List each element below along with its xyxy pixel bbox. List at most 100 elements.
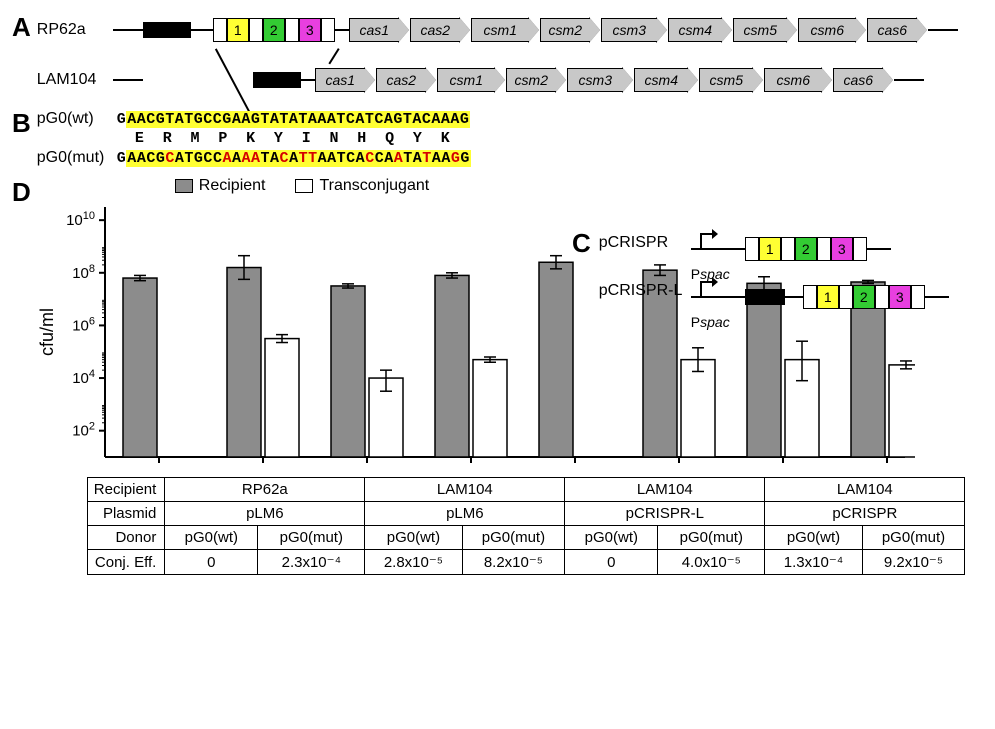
bar-transconjugant	[681, 360, 715, 457]
promoter-label: Pspac	[691, 314, 730, 330]
cas-gene: csm1	[437, 68, 505, 92]
panel-d-label: D	[12, 177, 31, 575]
table-cell: pCRISPR	[765, 502, 965, 526]
seq-mut-row: pG0(mut) GAACGCATGCCAAAATACATTAATCACCAAT…	[37, 149, 471, 167]
cas-operon: cas1cas2csm1csm2csm3csm4csm5csm6cas6	[349, 18, 928, 42]
cas-gene: csm2	[540, 18, 600, 42]
bar-recipient	[331, 286, 365, 457]
table-row-header: Plasmid	[87, 502, 165, 526]
leader-box	[745, 289, 785, 305]
spacer-box: 2	[263, 18, 285, 42]
genome-line	[301, 79, 315, 81]
strain-label: LAM104	[37, 71, 113, 89]
genome-line	[335, 29, 349, 31]
spacer-box: 1	[227, 18, 249, 42]
genome-line	[894, 79, 924, 81]
table-cell: 8.2x10⁻⁵	[462, 550, 565, 575]
cas-gene: cas2	[376, 68, 436, 92]
table-cell: 2.8x10⁻⁵	[365, 550, 462, 575]
leader-box	[253, 72, 301, 88]
cas-gene: cas1	[349, 18, 409, 42]
cas-gene: csm4	[634, 68, 698, 92]
table-cell: pCRISPR-L	[565, 502, 765, 526]
legend-label: Transconjugant	[319, 177, 429, 194]
repeat-box	[213, 18, 227, 42]
table-cell: 0	[565, 550, 658, 575]
locus-rp62a: RP62a 123 cas1cas2csm1csm2csm3csm4csm5cs…	[37, 12, 983, 48]
table-cell: 9.2x10⁻⁵	[862, 550, 965, 575]
table-cell: 2.3x10⁻⁴	[258, 550, 365, 575]
plasmid-row: pCRISPR-LPspac123	[599, 282, 949, 300]
cas-gene: csm4	[668, 18, 732, 42]
cas-gene: csm2	[506, 68, 566, 92]
svg-text:1010: 1010	[66, 210, 95, 229]
table-cell: pLM6	[165, 502, 365, 526]
repeat-box	[249, 18, 263, 42]
legend-swatch-transconjugant	[295, 179, 313, 193]
table-cell: pG0(mut)	[258, 526, 365, 550]
chart-legend: Recipient Transconjugant	[175, 177, 966, 195]
panel-a: A RP62a 123 cas1cas2csm1csm2csm3csm4csm5…	[12, 12, 983, 98]
table-cell: 4.0x10⁻⁵	[658, 550, 765, 575]
cas-gene: csm6	[798, 18, 866, 42]
cas-gene: csm5	[699, 68, 763, 92]
cas-gene: cas6	[867, 18, 927, 42]
deletion-indicator	[37, 48, 983, 62]
table-cell: 1.3x10⁻⁴	[765, 550, 862, 575]
table-cell: LAM104	[565, 478, 765, 502]
plasmid-label: pCRISPR	[599, 234, 691, 252]
cas-gene: csm3	[567, 68, 633, 92]
panel-c-label: C	[572, 228, 591, 324]
genome-line	[113, 29, 143, 31]
table-cell: LAM104	[365, 478, 565, 502]
panel-a-diagram: RP62a 123 cas1cas2csm1csm2csm3csm4csm5cs…	[37, 12, 983, 98]
genome-line	[113, 79, 143, 81]
seq-wt: GAACGTATGCCGAAGTATATAAATCATCAGTACAAAG	[117, 111, 471, 128]
seq-label: pG0(mut)	[37, 149, 117, 167]
spacer-box: 3	[299, 18, 321, 42]
bar-transconjugant	[473, 360, 507, 457]
table-cell: LAM104	[765, 478, 965, 502]
cas-gene: csm1	[471, 18, 539, 42]
cas-gene: cas2	[410, 18, 470, 42]
bar-recipient	[435, 275, 469, 457]
table-row-header: Recipient	[87, 478, 165, 502]
plasmid-label: pCRISPR-L	[599, 282, 691, 300]
table-cell: pG0(wt)	[565, 526, 658, 550]
strain-label: RP62a	[37, 21, 113, 39]
seq-wt-row: pG0(wt) GAACGTATGCCGAAGTATATAAATCATCAGTA…	[37, 110, 471, 128]
bar-transconjugant	[265, 339, 299, 457]
cas-gene: csm6	[764, 68, 832, 92]
svg-text:108: 108	[72, 263, 95, 282]
leader-box	[143, 22, 191, 38]
promoter-arrow-icon	[697, 226, 717, 250]
legend-label: Recipient	[199, 177, 266, 194]
svg-text:102: 102	[72, 421, 95, 440]
svg-text:104: 104	[72, 368, 95, 387]
repeat-box	[285, 18, 299, 42]
plasmid-row: pCRISPRPspac123	[599, 234, 949, 252]
conditions-table: RecipientRP62aLAM104LAM104LAM104Plasmidp…	[87, 477, 966, 575]
bar-recipient	[539, 262, 573, 457]
locus-lam104: LAM104 cas1cas2csm1csm2csm3csm4csm5csm6c…	[37, 62, 983, 98]
table-cell: 0	[165, 550, 258, 575]
bar-transconjugant	[889, 365, 915, 457]
table-cell: pG0(mut)	[658, 526, 765, 550]
seq-mut: GAACGCATGCCAAAATACATTAATCACCAATATAAGG	[117, 150, 471, 167]
repeat-box	[321, 18, 335, 42]
bar-recipient	[123, 278, 157, 457]
cas-gene: csm5	[733, 18, 797, 42]
seq-label: pG0(wt)	[37, 110, 117, 128]
table-cell: pLM6	[365, 502, 565, 526]
cas-gene: cas6	[833, 68, 893, 92]
table-row-header: Conj. Eff.	[87, 550, 165, 575]
table-cell: pG0(mut)	[462, 526, 565, 550]
genome-line	[191, 29, 213, 31]
panel-b-label: B	[12, 108, 31, 169]
crispr-array: 123	[213, 18, 335, 42]
table-cell: RP62a	[165, 478, 365, 502]
genome-line	[928, 29, 958, 31]
table-cell: pG0(mut)	[862, 526, 965, 550]
table-cell: pG0(wt)	[165, 526, 258, 550]
promoter-arrow-icon	[697, 274, 717, 298]
